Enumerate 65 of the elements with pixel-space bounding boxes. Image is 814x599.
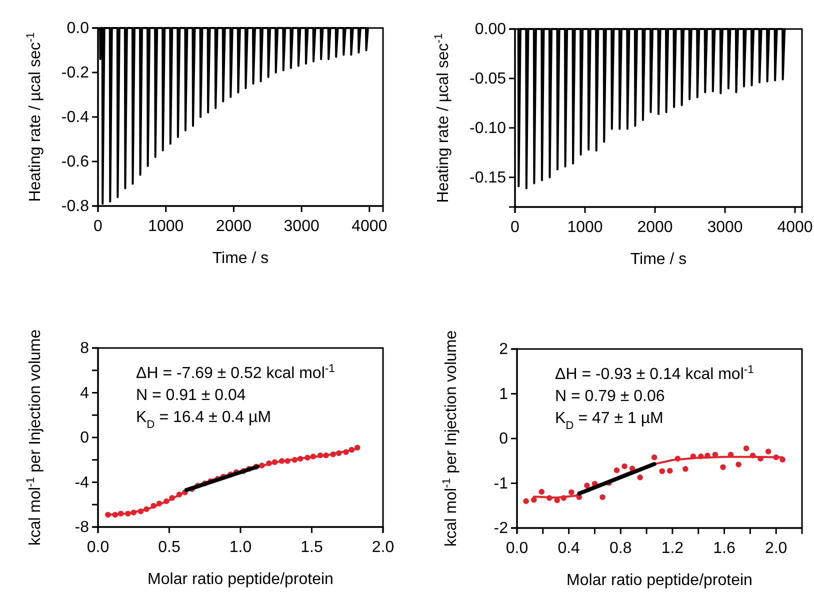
y-tick-label: 0 [80, 430, 90, 447]
y-tick-label: -4 [74, 474, 90, 492]
x-tick-label: 2.0 [372, 539, 394, 556]
y-tick-label: 4 [80, 384, 90, 402]
point [637, 474, 643, 480]
x-tick-label: 3000 [707, 219, 743, 236]
x-tick-label: 1.6 [713, 540, 736, 557]
x-tick-label: 4000 [777, 219, 813, 236]
x-tick-label: 2000 [637, 219, 673, 236]
y-tick-label: -1 [494, 475, 508, 492]
annotation: ΔH = -7.69 ± 0.52 kcal mol$^{-1}$ [136, 363, 335, 382]
y-tick-label: -0.15 [470, 169, 506, 186]
x-tick-label: 0.4 [558, 540, 580, 557]
x-tick-label: 4000 [352, 218, 388, 235]
annotation: N = 0.79 ± 0.06 [555, 388, 665, 405]
point [523, 498, 529, 504]
annotation: N = 0.91 ± 0.04 [136, 387, 246, 404]
y-tick-label: 2 [499, 341, 508, 358]
x-tick-label: 1.2 [661, 540, 684, 557]
x-tick-label: 1000 [567, 219, 603, 236]
x-tick-label: 1.5 [300, 539, 323, 556]
y-tick-label: 8 [80, 340, 90, 358]
y-tick-label: 0.00 [474, 21, 506, 38]
point [568, 489, 574, 496]
x-tick-label: 1.0 [229, 539, 252, 556]
point [584, 482, 590, 488]
x-tick-label: 0 [510, 219, 520, 236]
x-axis-title: Time / s [212, 250, 269, 267]
point [736, 462, 742, 468]
x-tick-label: 2000 [216, 218, 252, 235]
point [651, 454, 658, 460]
point [538, 488, 544, 495]
point [743, 445, 750, 452]
y-tick-label: -0.6 [61, 154, 90, 171]
y-tick-label: -0.05 [470, 70, 506, 88]
point [666, 468, 673, 474]
x-tick-label: 2.0 [764, 540, 788, 557]
point [600, 494, 606, 500]
annotation: K$_{D}$ = 47 ± 1 µM [555, 410, 664, 432]
x-axis-title: Molar ratio peptide/protein [566, 572, 752, 589]
point [530, 496, 537, 503]
y-tick-label: -0.8 [61, 198, 90, 216]
annotation: K$_{D}$ = 16.4 ± 0.4 µM [136, 409, 272, 431]
x-tick-label: 3000 [284, 218, 320, 235]
y-tick-label: 0 [499, 430, 508, 448]
x-axis-title: Molar ratio peptide/protein [148, 571, 334, 588]
x-tick-label: 0.8 [610, 540, 632, 557]
point [614, 467, 620, 474]
point [720, 464, 726, 470]
x-tick-label: 1000 [148, 218, 184, 235]
annotation: ΔH = -0.93 ± 0.14 kcal mol$^{-1}$ [555, 364, 754, 383]
x-tick-label: 0 [94, 218, 103, 235]
point [765, 448, 772, 454]
point [622, 463, 628, 470]
point [682, 466, 688, 472]
y-tick-label: -8 [74, 519, 90, 536]
y-tick-label: -0.2 [61, 64, 90, 82]
y-tick-label: 1 [499, 386, 508, 403]
y-tick-label: -0.4 [61, 109, 90, 126]
x-tick-label: 0.5 [158, 539, 180, 556]
x-axis-title: Time / s [630, 251, 687, 268]
y-tick-label: -2 [494, 520, 508, 538]
point [659, 468, 665, 474]
y-tick-label: -0.10 [470, 120, 506, 138]
y-tick-label: 0.0 [66, 20, 90, 38]
